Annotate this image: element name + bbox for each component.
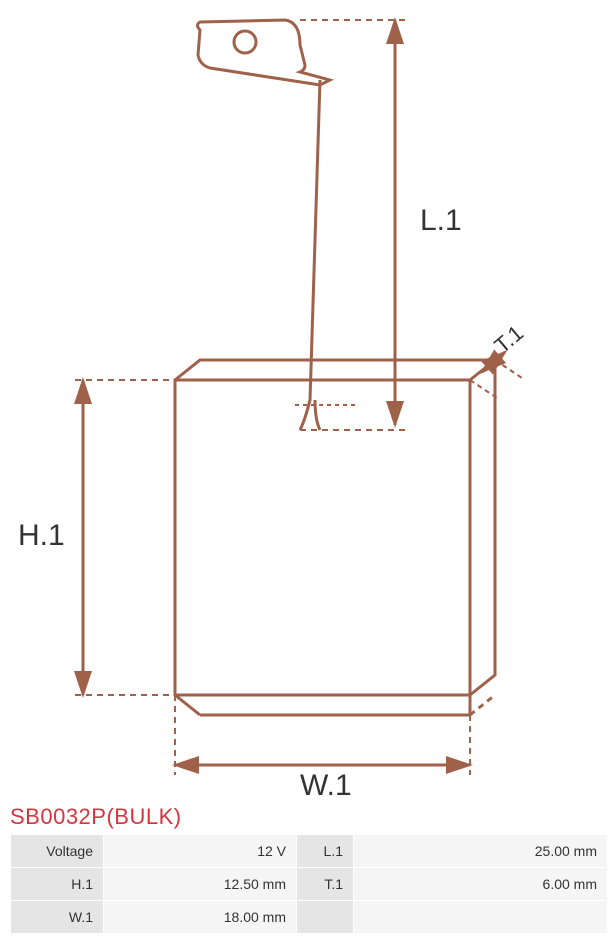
- diagram-svg: L.1 H.1 W.1 T.1: [0, 0, 608, 800]
- brush-front-face: [175, 380, 470, 695]
- spec-label: T.1: [297, 868, 353, 900]
- spec-label: H.1: [11, 868, 103, 900]
- label-t1: T.1: [489, 320, 528, 358]
- spec-value: 18.00 mm: [104, 901, 296, 933]
- brush-wire: [300, 80, 320, 430]
- terminal-connector: [198, 20, 331, 85]
- spec-value: [354, 901, 607, 933]
- technical-diagram: L.1 H.1 W.1 T.1: [0, 0, 608, 800]
- table-row: Voltage 12 V L.1 25.00 mm: [11, 835, 607, 867]
- table-row: H.1 12.50 mm T.1 6.00 mm: [11, 868, 607, 900]
- label-h1: H.1: [18, 519, 65, 552]
- table-row: W.1 18.00 mm: [11, 901, 607, 933]
- spec-value: 25.00 mm: [354, 835, 607, 867]
- part-title: SB0032P(BULK): [0, 800, 608, 834]
- spec-label: [297, 901, 353, 933]
- label-w1: W.1: [300, 769, 352, 800]
- spec-value: 12 V: [104, 835, 296, 867]
- spec-table: Voltage 12 V L.1 25.00 mm H.1 12.50 mm T…: [10, 834, 608, 934]
- spec-value: 12.50 mm: [104, 868, 296, 900]
- brush-top-edge: [175, 360, 495, 380]
- terminal-hole: [234, 31, 256, 53]
- spec-value: 6.00 mm: [354, 868, 607, 900]
- spec-label: W.1: [11, 901, 103, 933]
- spec-label: Voltage: [11, 835, 103, 867]
- spec-table-body: Voltage 12 V L.1 25.00 mm H.1 12.50 mm T…: [11, 835, 607, 933]
- spec-label: L.1: [297, 835, 353, 867]
- label-l1: L.1: [420, 204, 462, 237]
- brush-right-edge: [470, 360, 495, 695]
